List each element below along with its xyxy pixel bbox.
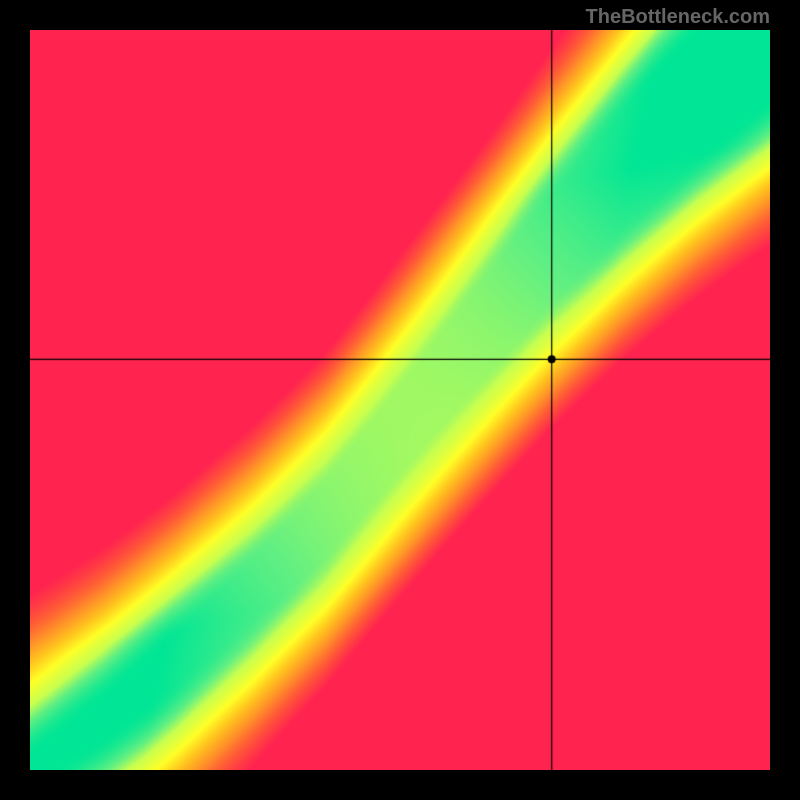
- watermark-text: TheBottleneck.com: [586, 6, 770, 29]
- heatmap-canvas: [30, 30, 770, 770]
- chart-container: TheBottleneck.com: [0, 0, 800, 800]
- heatmap-plot: [30, 30, 770, 770]
